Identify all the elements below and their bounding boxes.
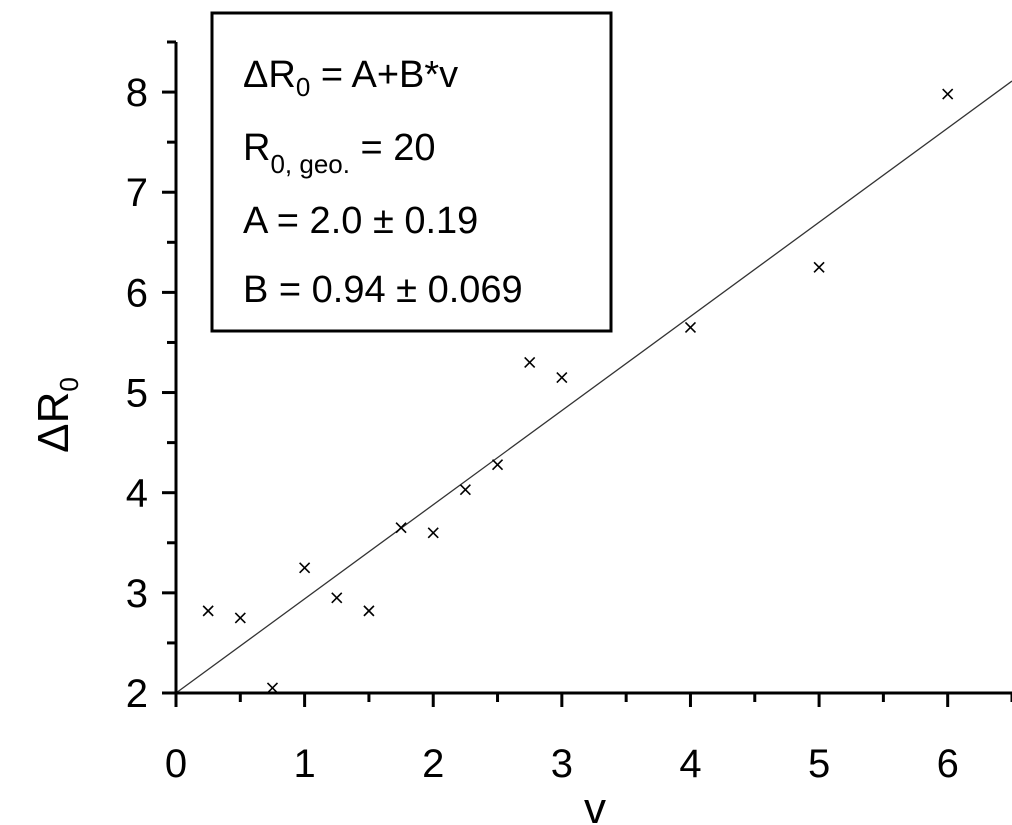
y-tick-label: 3 [126,572,148,616]
data-point [299,562,311,574]
data-point-stroke [684,321,697,334]
y-tick-label: 4 [126,472,148,516]
x-tick-label: 1 [293,742,315,786]
y-tick-label: 7 [126,171,148,215]
x-axis-title: v [584,784,606,825]
data-point [427,527,439,539]
data-point [234,612,246,624]
data-point-stroke [813,261,825,273]
data-point [363,605,375,617]
data-point [202,605,214,617]
data-points [202,88,954,694]
data-point [266,682,279,694]
x-tick-label: 2 [422,742,444,786]
y-tick-label: 6 [126,271,148,315]
annotation-line-1: ΔR0 = A+B*v [243,54,458,102]
y-tick-label: 2 [126,672,148,716]
annotation-box: ΔR0 = A+B*v R0, geo. = 20 A = 2.0 ± 0.19… [210,11,613,333]
data-point-stroke [202,605,214,617]
data-point-stroke [299,562,311,574]
data-point-stroke [556,371,568,384]
data-point-stroke [427,527,439,539]
data-point [395,522,407,534]
data-point [684,321,697,334]
annotation-line-2: R0, geo. = 20 [243,127,436,179]
x-tick-label: 4 [679,742,701,786]
data-point-stroke [331,592,343,604]
x-tick-label: 5 [808,742,830,786]
y-tick-label: 5 [126,372,148,416]
tick-labels: 0 1 2 3 4 5 6 2 3 4 5 6 7 8 [126,71,959,786]
data-point [813,261,825,273]
y-axis-title: ΔR0 [29,377,84,453]
data-point-stroke [266,682,279,694]
annotation-line-3: A = 2.0 ± 0.19 [243,200,478,242]
data-point-stroke [234,612,246,624]
data-point [942,88,954,100]
y-axis-title-delta: Δ [29,423,78,452]
annotation-line-4: B = 0.94 ± 0.069 [243,269,523,311]
data-point-stroke [459,484,471,496]
axes [162,40,1012,707]
data-point [524,356,536,369]
x-tick-label: 3 [551,742,573,786]
fit-line [175,80,1012,694]
y-axis-title-main: R [29,392,78,424]
x-tick-label: 0 [165,742,187,786]
annotation-border [210,11,613,333]
data-point-stroke [524,356,536,369]
data-point-stroke [942,88,954,100]
data-point [459,484,471,496]
svg-text:ΔR0: ΔR0 [29,377,84,453]
data-point [491,459,504,471]
fit-line-layer [175,80,1012,694]
data-point-stroke [491,459,504,471]
x-tick-label: 6 [937,742,959,786]
data-point [556,371,568,384]
data-point [331,592,343,604]
data-point-stroke [395,522,407,534]
y-axis-title-sub: 0 [54,377,84,391]
data-point-stroke [363,605,375,617]
y-tick-label: 8 [126,71,148,115]
